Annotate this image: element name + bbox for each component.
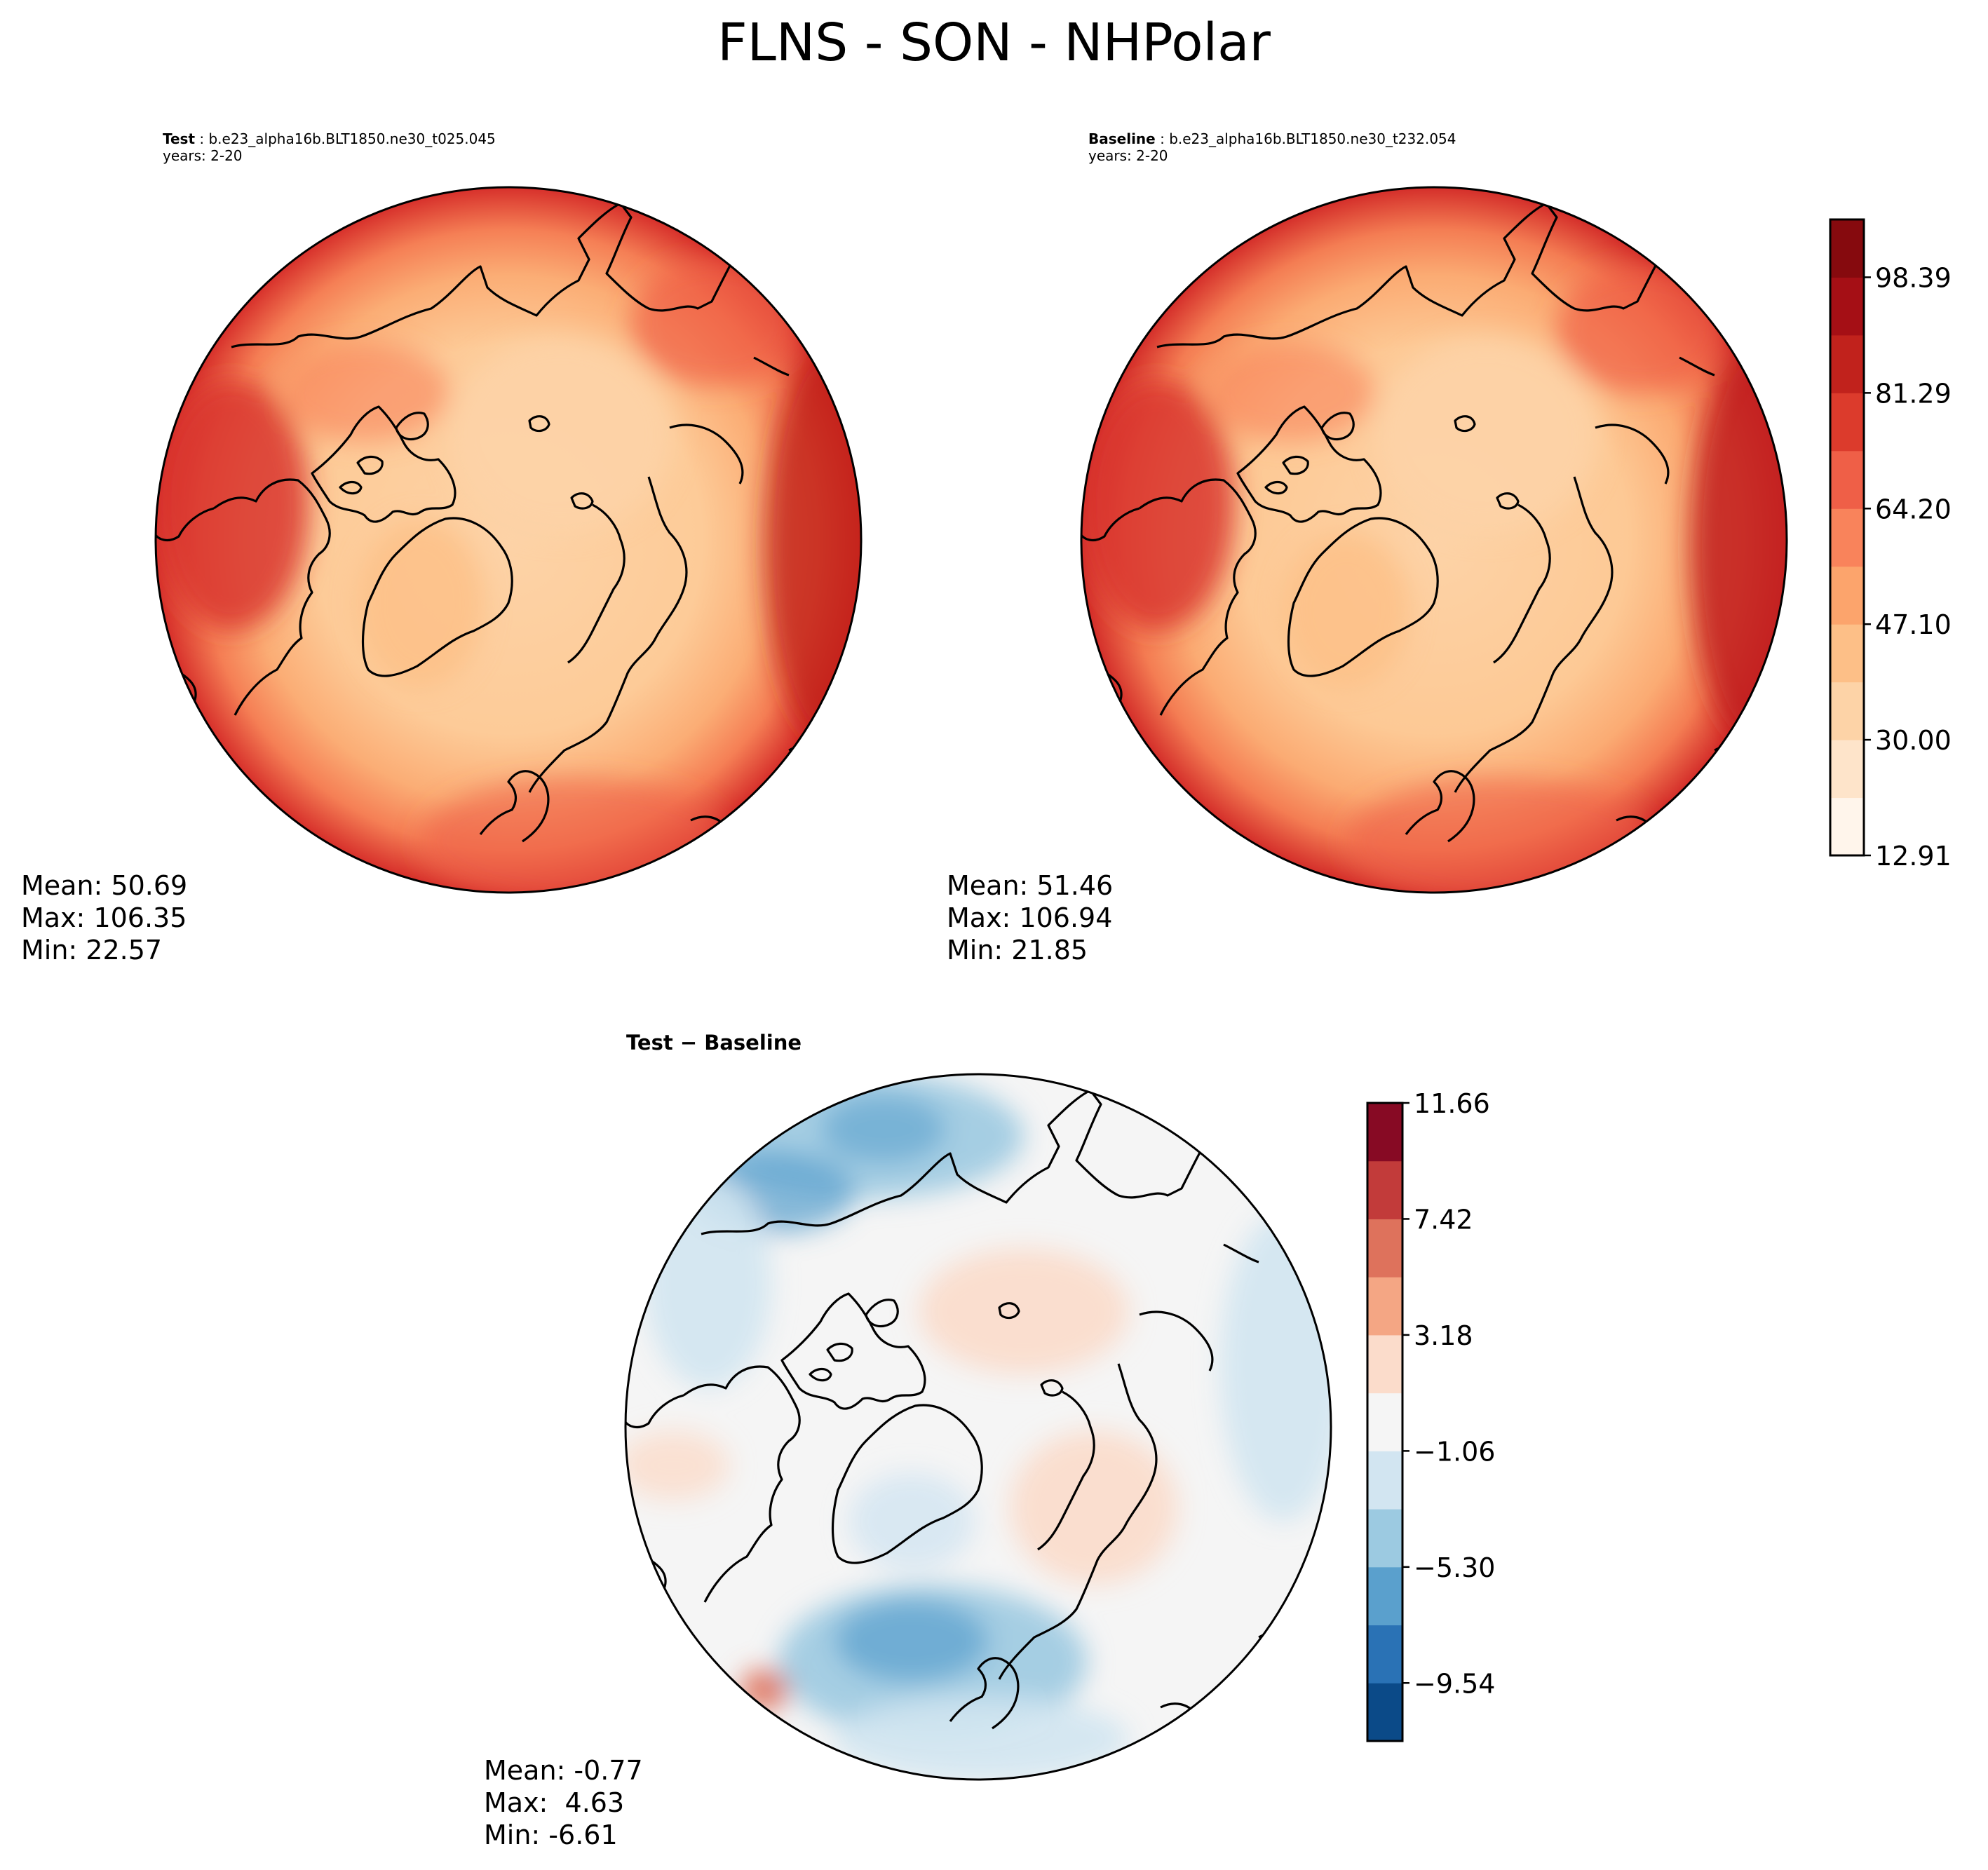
field-colorbar-swatch-0: [1830, 797, 1864, 856]
difference-colorbar: −9.54 −5.30 −1.06 3.18 7.42 11.66: [1366, 1088, 1495, 1742]
diff-colorbar-tick-label-5: 11.66: [1414, 1088, 1490, 1119]
diff-colorbar-swatch-3: [1367, 1509, 1402, 1568]
diff-colorbar-swatch-6: [1367, 1334, 1402, 1394]
field-colorbar-swatch-1: [1830, 740, 1864, 799]
test-mean: Mean: 50.69: [21, 870, 188, 901]
field-colorbar-tick-label-3: 64.20: [1875, 494, 1952, 524]
baseline-mean: Mean: 51.46: [947, 870, 1114, 901]
test-years: years: 2-20: [163, 147, 243, 164]
diff-max: Max: 4.63: [484, 1787, 625, 1818]
diff-colorbar-swatch-7: [1367, 1277, 1402, 1336]
field-colorbar-swatch-5: [1830, 508, 1864, 567]
field-colorbar-swatch-3: [1830, 624, 1864, 683]
field-colorbar-swatch-6: [1830, 450, 1864, 509]
baseline-years: years: 2-20: [1088, 147, 1168, 164]
diff-colorbar-tick-label-1: −5.30: [1414, 1552, 1495, 1583]
diff-colorbar-tick-label-4: 7.42: [1414, 1204, 1473, 1235]
diff-mean: Mean: -0.77: [484, 1755, 643, 1786]
diff-colorbar-tick-label-0: −9.54: [1414, 1668, 1495, 1699]
test-panel-header: Test : b.e23_alpha16b.BLT1850.ne30_t025.…: [163, 130, 496, 164]
baseline-panel-header: Baseline : b.e23_alpha16b.BLT1850.ne30_t…: [1088, 130, 1456, 164]
field-colorbar-swatch-8: [1830, 334, 1864, 393]
test-label: Test: [163, 130, 196, 147]
diff-colorbar-swatch-0: [1367, 1683, 1402, 1742]
field-colorbar-frame: [1829, 218, 1865, 857]
field-colorbar-tick-label-1: 30.00: [1875, 725, 1952, 756]
diff-colorbar-swatch-9: [1367, 1160, 1402, 1219]
baseline-case-name: b.e23_alpha16b.BLT1850.ne30_t232.054: [1169, 130, 1456, 147]
field-colorbar-tick-label-4: 81.29: [1875, 378, 1952, 409]
baseline-label: Baseline: [1088, 130, 1156, 147]
test-max: Max: 106.35: [21, 902, 187, 933]
diff-colorbar-swatch-10: [1367, 1103, 1402, 1162]
field-colorbar-tick-label-2: 47.10: [1875, 609, 1952, 640]
field-colorbar-swatch-2: [1830, 682, 1864, 740]
baseline-map: [1080, 186, 1788, 894]
diff-colorbar-tick-label-3: 3.18: [1414, 1320, 1473, 1351]
baseline-max: Max: 106.94: [947, 902, 1113, 933]
field-colorbar-swatch-10: [1830, 219, 1864, 278]
diff-colorbar-swatch-1: [1367, 1625, 1402, 1683]
test-case-name: b.e23_alpha16b.BLT1850.ne30_t025.045: [208, 130, 496, 147]
field-colorbar-swatch-7: [1830, 393, 1864, 452]
field-colorbar-swatch-9: [1830, 277, 1864, 336]
baseline-stats: Mean: 51.46 Max: 106.94 Min: 21.85: [947, 869, 1113, 966]
field-colorbar: 12.91 30.00 47.10 64.20 81.29 98.39: [1829, 218, 1952, 872]
figure-title: FLNS - SON - NHPolar: [717, 13, 1271, 73]
field-colorbar-swatch-4: [1830, 566, 1864, 625]
field-colorbar-tick-label-0: 12.91: [1875, 841, 1952, 872]
diff-colorbar-tick-label-2: −1.06: [1414, 1436, 1495, 1467]
test-stats: Mean: 50.69 Max: 106.35 Min: 22.57: [21, 869, 187, 966]
diff-colorbar-swatch-5: [1367, 1393, 1402, 1451]
diff-colorbar-swatch-8: [1367, 1219, 1402, 1278]
diff-colorbar-frame: [1366, 1102, 1404, 1742]
test-min: Min: 22.57: [21, 935, 163, 966]
diff-panel-title: Test − Baseline: [626, 1031, 802, 1055]
difference-map: [624, 1073, 1332, 1781]
diff-min: Min: -6.61: [484, 1820, 618, 1850]
baseline-min: Min: 21.85: [947, 935, 1088, 966]
field-colorbar-tick-label-5: 98.39: [1875, 262, 1952, 293]
diff-colorbar-swatch-4: [1367, 1451, 1402, 1510]
diff-colorbar-swatch-2: [1367, 1566, 1402, 1626]
diff-stats: Mean: -0.77 Max: 4.63 Min: -6.61: [484, 1754, 643, 1851]
test-map: [154, 186, 863, 894]
